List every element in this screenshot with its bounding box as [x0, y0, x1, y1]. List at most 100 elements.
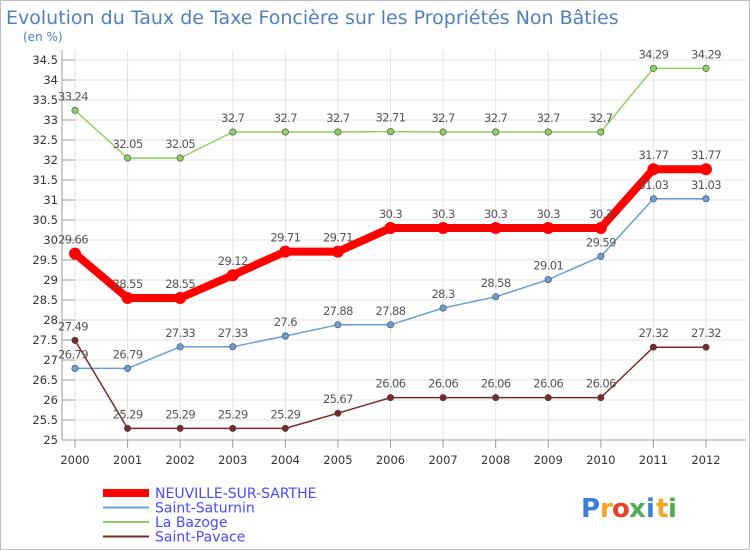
logo-letter: i — [646, 494, 655, 524]
y-tick-label: 34 — [43, 73, 58, 87]
legend-label: Saint-Pavace — [155, 530, 245, 546]
y-tick-label: 30.5 — [32, 213, 58, 227]
data-point — [334, 409, 342, 417]
data-label: 32.05 — [165, 137, 195, 151]
data-label: 29.59 — [586, 235, 616, 249]
data-point — [71, 106, 79, 114]
data-point — [544, 128, 552, 136]
x-tick-label: 2012 — [691, 453, 720, 467]
y-tick-label: 33.5 — [32, 93, 58, 107]
y-tick-label: 29 — [43, 273, 58, 287]
data-point — [69, 247, 81, 260]
data-point — [492, 394, 500, 402]
data-label: 34.29 — [638, 47, 668, 61]
data-label: 29.71 — [323, 231, 353, 245]
data-point — [281, 424, 289, 432]
data-point — [229, 424, 237, 432]
data-label: 32.7 — [537, 111, 560, 125]
y-tick-label: 28.5 — [32, 293, 58, 307]
data-label: 25.67 — [323, 392, 353, 406]
data-label: 29.12 — [218, 254, 248, 268]
data-label: 29.01 — [533, 259, 563, 273]
data-point — [334, 128, 342, 136]
data-label: 26.06 — [586, 377, 616, 391]
data-label: 32.7 — [431, 111, 454, 125]
data-point — [174, 292, 187, 304]
data-label: 30.3 — [537, 207, 560, 221]
x-tick-label: 2001 — [113, 453, 142, 467]
data-point — [279, 245, 292, 258]
data-point — [124, 424, 132, 432]
data-label: 26.79 — [58, 347, 88, 361]
data-point — [384, 222, 397, 234]
data-label: 25.29 — [165, 407, 195, 421]
data-point — [439, 304, 447, 312]
logo-letter: i — [668, 494, 677, 524]
data-point — [176, 154, 184, 162]
logo-letter: r — [600, 494, 613, 524]
y-tick-label: 29.5 — [32, 253, 58, 267]
logo-letter: P — [581, 494, 600, 524]
data-point — [597, 394, 605, 402]
data-point — [597, 252, 605, 260]
data-point — [386, 128, 394, 136]
y-tick-label: 30 — [43, 233, 58, 247]
x-tick-label: 2004 — [271, 453, 300, 467]
data-point — [281, 128, 289, 136]
data-point — [124, 154, 132, 162]
data-label: 25.29 — [218, 407, 248, 421]
data-point — [544, 394, 552, 402]
data-label: 27.49 — [58, 319, 88, 333]
x-tick-label: 2002 — [166, 453, 195, 467]
data-label: 27.88 — [323, 304, 353, 318]
data-label: 27.33 — [218, 326, 248, 340]
y-axis-unit: (en %) — [23, 30, 63, 44]
data-point — [597, 128, 605, 136]
data-point — [649, 195, 657, 203]
y-tick-label: 27 — [43, 353, 58, 367]
data-point — [176, 424, 184, 432]
grid — [74, 50, 746, 441]
data-label: 31.03 — [691, 178, 721, 192]
data-point — [492, 293, 500, 301]
data-label: 32.05 — [113, 137, 143, 151]
data-label: 30.3 — [589, 207, 612, 221]
data-point — [594, 222, 607, 234]
data-label: 30.3 — [431, 207, 454, 221]
data-point — [649, 343, 657, 351]
data-label: 26.06 — [376, 377, 406, 391]
data-point — [439, 128, 447, 136]
logo-letter: t — [656, 494, 668, 524]
series-group — [69, 64, 712, 432]
data-point — [702, 64, 710, 72]
logo-letter: x — [629, 494, 646, 524]
y-tick-label: 25 — [43, 433, 58, 447]
data-point — [229, 343, 237, 351]
data-label: 27.6 — [274, 315, 297, 329]
data-label: 31.77 — [638, 148, 668, 162]
x-tick-label: 2006 — [376, 453, 405, 467]
data-point — [334, 321, 342, 329]
x-tick-label: 2003 — [218, 453, 247, 467]
data-point — [386, 321, 394, 329]
data-point — [71, 336, 79, 344]
y-tick-label: 25.5 — [32, 413, 58, 427]
data-point — [492, 128, 500, 136]
data-point — [437, 222, 450, 234]
data-point — [281, 332, 289, 340]
data-label: 33.24 — [58, 89, 88, 103]
y-tick-label: 28 — [43, 313, 58, 327]
legend-label: La Bazoge — [155, 515, 227, 531]
data-point — [542, 222, 555, 234]
data-label: 27.33 — [165, 326, 195, 340]
y-tick-label: 31.5 — [32, 173, 58, 187]
data-label: 32.7 — [589, 111, 612, 125]
legend-label: Saint-Saturnin — [155, 501, 255, 517]
y-tick-label: 27.5 — [32, 333, 58, 347]
data-label: 26.06 — [428, 377, 458, 391]
data-point — [702, 343, 710, 351]
y-tick-label: 33 — [43, 113, 58, 127]
x-tick-label: 2009 — [534, 453, 563, 467]
